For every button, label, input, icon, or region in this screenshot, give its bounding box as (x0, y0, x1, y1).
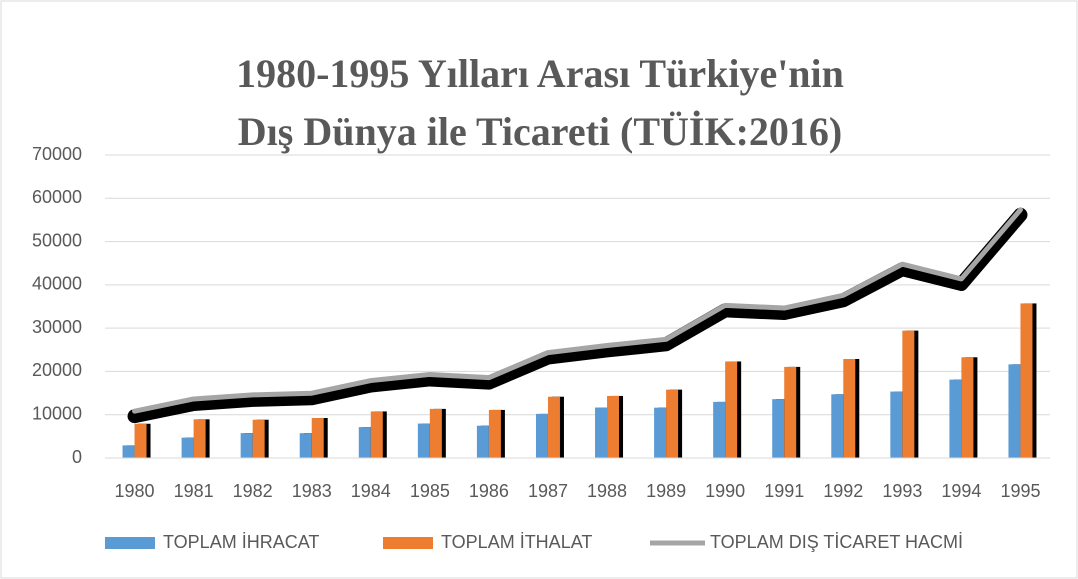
bar (1008, 364, 1021, 458)
bar (370, 411, 383, 458)
y-tick-label: 30000 (32, 317, 82, 337)
y-tick-label: 40000 (32, 274, 82, 294)
legend-swatch (105, 537, 155, 549)
bar (417, 423, 430, 458)
x-tick-label: 1988 (587, 481, 627, 501)
chart-title: Dış Dünya ile Ticareti (TÜİK:2016) (238, 109, 842, 154)
legend-swatch (383, 537, 433, 549)
bar (961, 357, 974, 458)
y-tick-label: 20000 (32, 360, 82, 380)
x-tick-label: 1989 (646, 481, 686, 501)
x-tick-label: 1984 (351, 481, 391, 501)
bar (666, 389, 679, 458)
x-tick-label: 1990 (705, 481, 745, 501)
bar (240, 433, 253, 458)
bar (429, 408, 442, 458)
x-tick-label: 1987 (528, 481, 568, 501)
bar (193, 419, 206, 458)
bar (1020, 303, 1033, 458)
bar (784, 366, 797, 458)
bar (843, 359, 856, 458)
bar (122, 445, 135, 458)
x-tick-label: 1994 (941, 481, 981, 501)
bar (713, 401, 726, 458)
bar (831, 394, 844, 458)
y-tick-label: 0 (72, 447, 82, 467)
bar (252, 419, 265, 458)
bar (902, 330, 915, 458)
legend-label: TOPLAM İTHALAT (441, 532, 592, 552)
bar (654, 407, 667, 458)
bar (547, 396, 560, 458)
legend-label: TOPLAM DIŞ TİCARET HACMİ (710, 532, 963, 552)
x-tick-label: 1980 (115, 481, 155, 501)
chart-title: 1980-1995 Yılları Arası Türkiye'nin (236, 51, 844, 96)
bar (772, 399, 785, 458)
x-tick-label: 1991 (764, 481, 804, 501)
y-tick-label: 70000 (32, 144, 82, 164)
x-tick-label: 1982 (233, 481, 273, 501)
bar (358, 427, 371, 458)
y-tick-label: 50000 (32, 230, 82, 250)
bar (311, 418, 324, 458)
x-tick-label: 1993 (882, 481, 922, 501)
x-tick-label: 1983 (292, 481, 332, 501)
bar (476, 425, 489, 458)
legend-label: TOPLAM İHRACAT (163, 532, 319, 552)
line (132, 207, 1023, 414)
x-tick-label: 1992 (823, 481, 863, 501)
y-tick-label: 60000 (32, 187, 82, 207)
bar (488, 409, 501, 458)
bar (949, 379, 962, 458)
line-shadow (127, 207, 1028, 424)
bar (607, 395, 620, 458)
x-tick-label: 1985 (410, 481, 450, 501)
bar (890, 391, 903, 458)
y-tick-label: 10000 (32, 403, 82, 423)
x-tick-label: 1986 (469, 481, 509, 501)
x-tick-label: 1995 (1000, 481, 1040, 501)
bar (181, 437, 194, 458)
bar (299, 433, 312, 458)
bar (725, 361, 738, 458)
bar (595, 407, 608, 458)
bar (535, 413, 548, 458)
x-tick-label: 1981 (174, 481, 214, 501)
bar (134, 423, 147, 458)
